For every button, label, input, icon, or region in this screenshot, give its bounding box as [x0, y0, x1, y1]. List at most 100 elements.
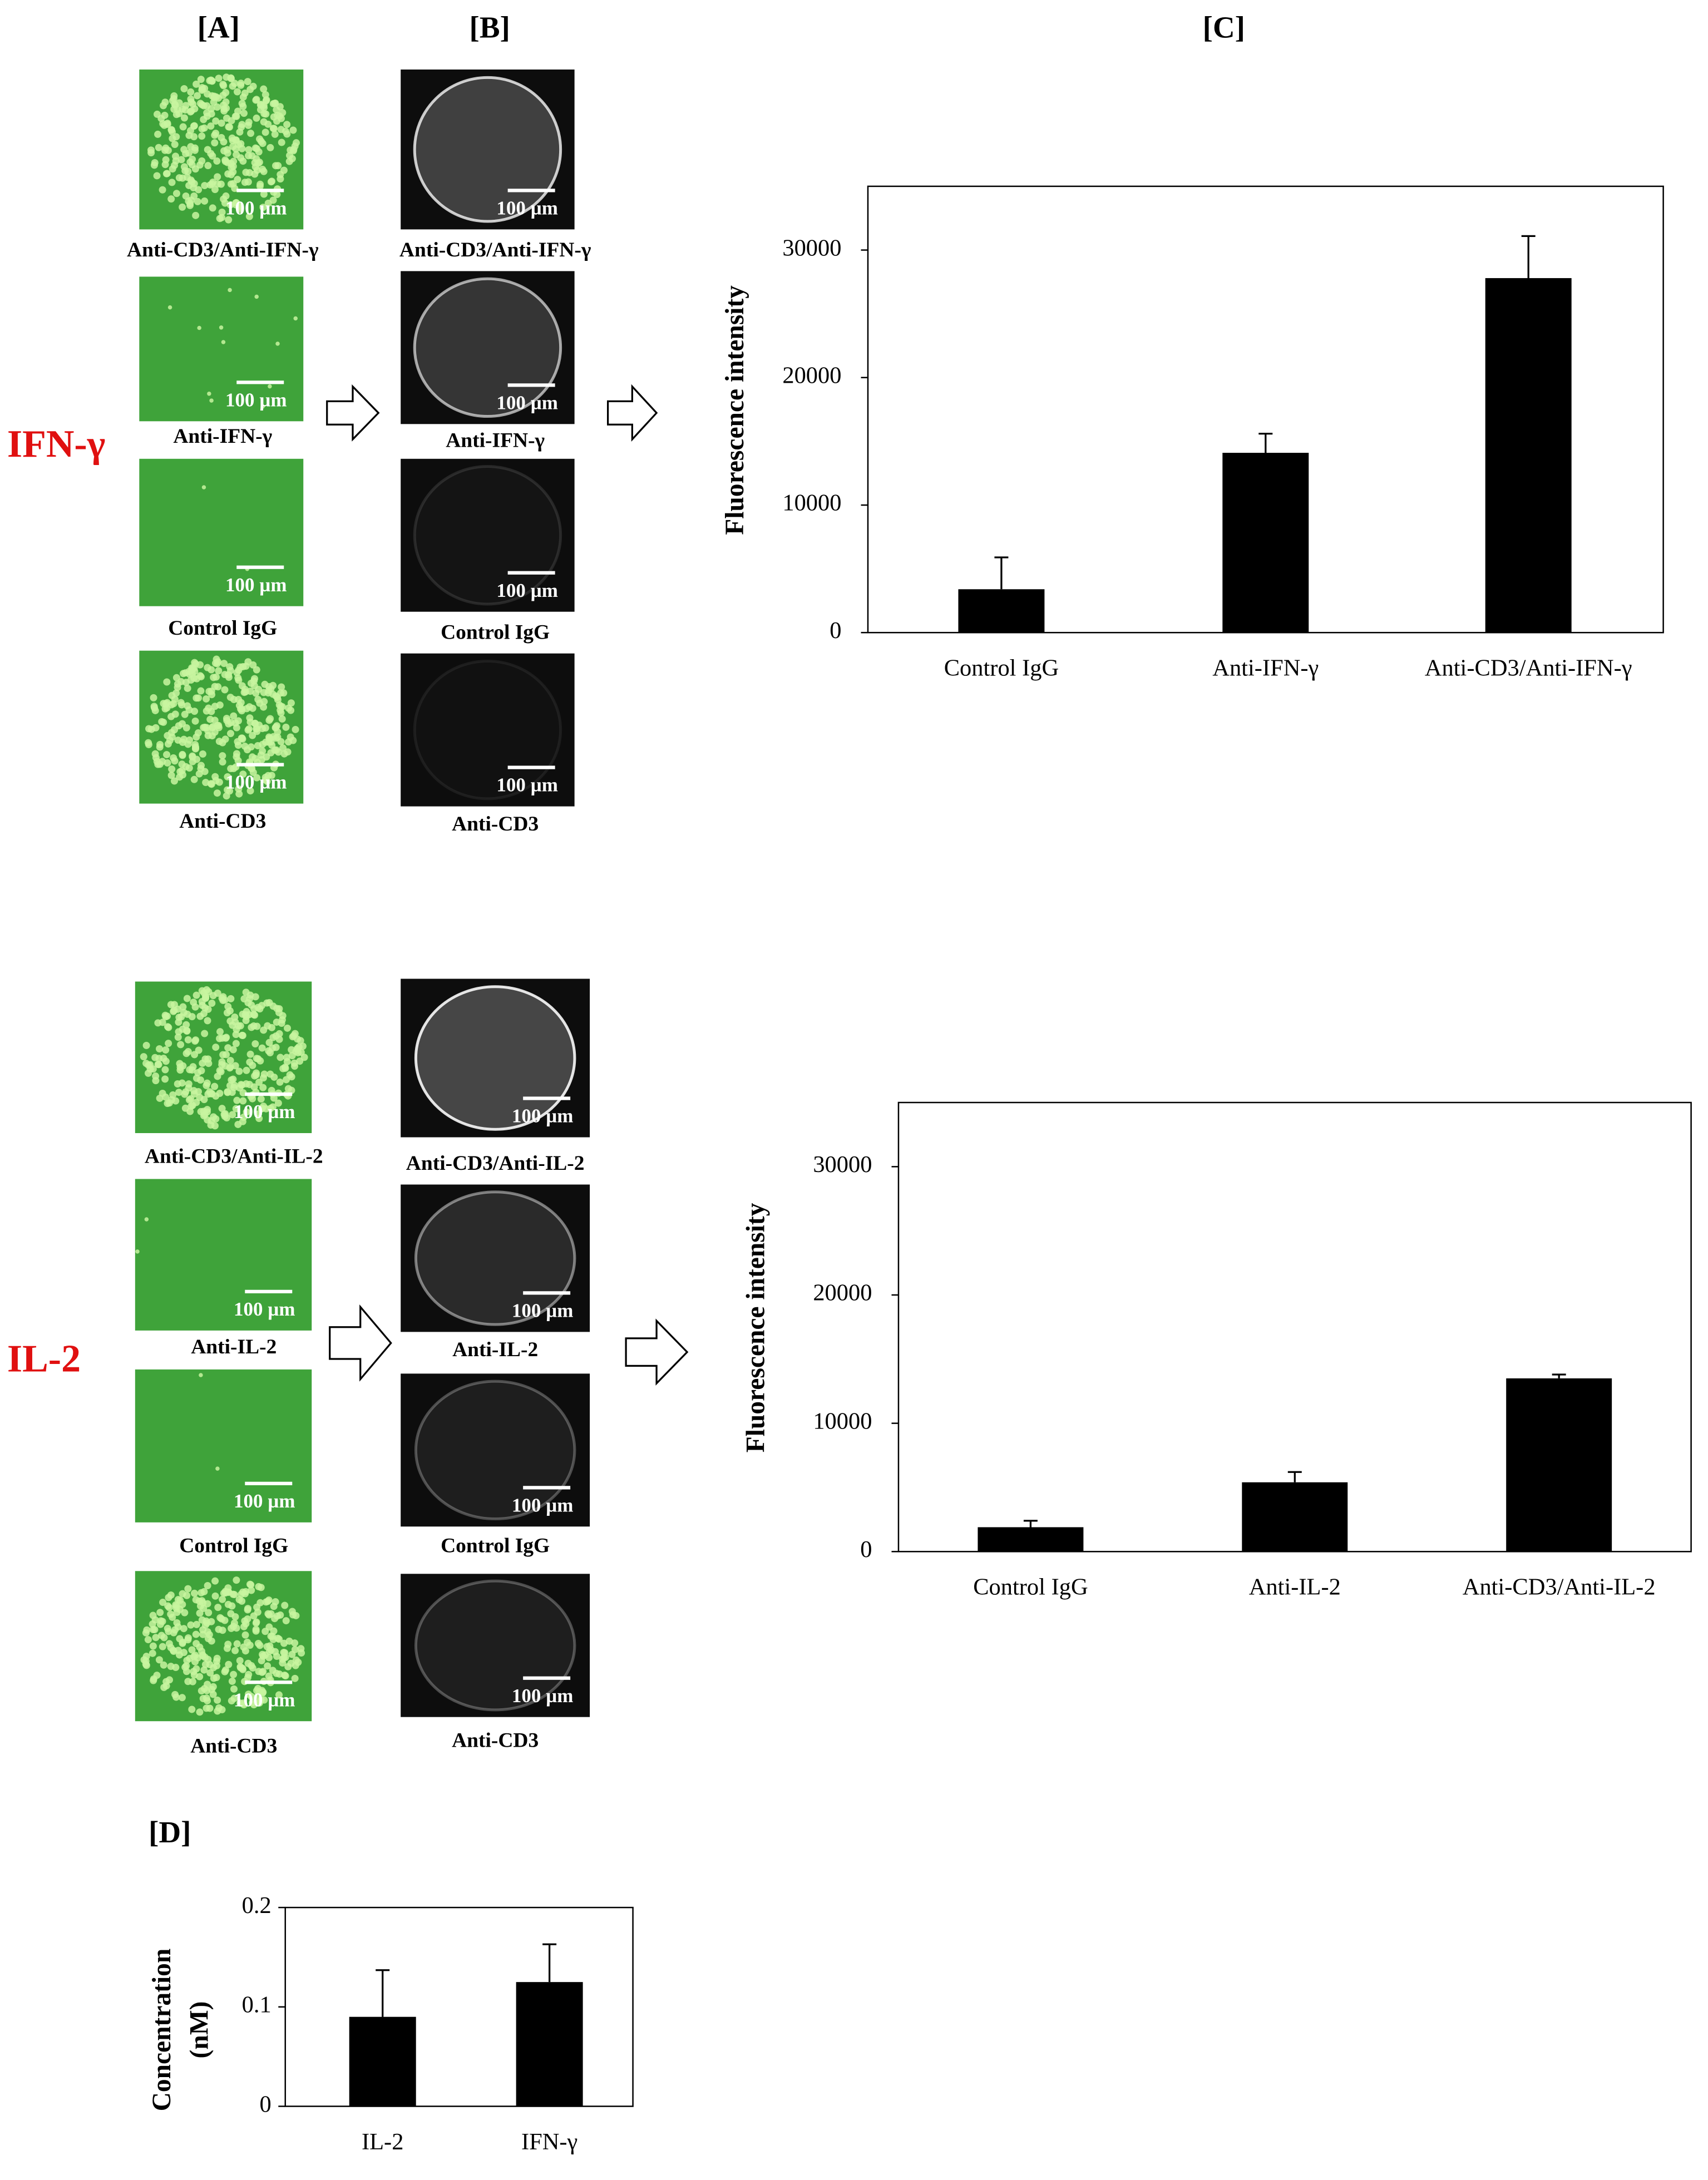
scale-bar-label: 100 µm	[225, 574, 287, 596]
cell-dot	[225, 1660, 233, 1668]
cell-dot	[214, 1707, 221, 1715]
cell-dot	[253, 1618, 260, 1626]
arrow	[329, 1304, 392, 1382]
image-caption: Anti-IL-2	[191, 1336, 277, 1358]
x-tick-label: Anti-CD3/Anti-IFN-γ	[1425, 655, 1632, 681]
tissue-section	[414, 1380, 576, 1521]
cell-dot	[200, 124, 208, 132]
cell-dot	[241, 743, 249, 750]
cell-dot	[271, 130, 279, 138]
image-caption: Control IgG	[441, 1534, 550, 1557]
cell-dot	[237, 140, 245, 147]
cell-dot	[205, 988, 213, 996]
micrograph: 100 µm	[401, 1373, 590, 1527]
cell-dot	[180, 85, 188, 93]
scale-bar-label: 100 µm	[512, 1685, 574, 1707]
cell-dot	[262, 110, 270, 118]
cell-dot	[201, 768, 209, 775]
image-background	[401, 653, 575, 807]
cell-dot	[203, 695, 210, 703]
cell-dot	[279, 1655, 287, 1663]
cell-dot	[209, 1683, 217, 1690]
cell-dot	[259, 165, 266, 173]
cell-dot	[190, 1668, 198, 1675]
cell-dot	[260, 1026, 268, 1034]
cell-dot	[235, 666, 243, 674]
cell-dot	[285, 704, 293, 712]
cell-dot	[259, 140, 266, 147]
cell-dot	[227, 730, 235, 738]
cell-dot	[190, 1589, 198, 1597]
cell-dot	[284, 1085, 292, 1093]
cell-dot	[150, 694, 157, 701]
cell-dot	[255, 1698, 263, 1706]
cell-dot	[253, 96, 260, 103]
cell-dot	[220, 138, 228, 146]
chart-title: [C]	[1203, 11, 1245, 45]
cell-dot	[244, 178, 252, 186]
cell-dot	[194, 1069, 202, 1076]
cell-dot	[187, 88, 195, 96]
cell-dot	[157, 1632, 165, 1639]
cell-dot	[226, 1082, 234, 1090]
cell-dot	[209, 1690, 217, 1698]
cell-dot	[155, 144, 162, 151]
cell-dot	[198, 762, 205, 769]
cell-dot	[266, 1105, 274, 1113]
cell-dot	[270, 125, 278, 132]
cell-dot	[238, 123, 245, 131]
cell-dot	[272, 162, 280, 170]
cell-dot	[167, 713, 175, 720]
cell-dot	[269, 690, 277, 698]
cell-dot	[180, 735, 188, 743]
cell-dot	[171, 1690, 179, 1698]
cell-dot	[280, 750, 288, 758]
cell-dot	[211, 186, 219, 194]
image-caption: Anti-CD3/Anti-IL-2	[406, 1152, 585, 1175]
cell-dot	[291, 1639, 299, 1647]
cell-dot	[198, 1597, 206, 1605]
image-background	[401, 271, 575, 424]
cell-dot	[172, 152, 180, 160]
cell-dot	[226, 1064, 234, 1072]
cell-dot	[241, 90, 249, 97]
cell-dot	[198, 1589, 205, 1596]
image-caption: Anti-IFN-γ	[173, 425, 272, 448]
cell-dot	[215, 75, 223, 82]
cell-dot	[253, 1069, 260, 1077]
cell-dot	[233, 753, 240, 761]
cell-dot	[194, 1088, 202, 1095]
cell-dot	[203, 1079, 211, 1087]
image-caption: Control IgG	[441, 621, 550, 644]
micrograph: 100 µm	[401, 271, 575, 424]
cell-dot	[165, 1024, 172, 1031]
cell-dot	[175, 174, 183, 182]
tissue-section	[414, 985, 576, 1131]
cell-dot	[211, 716, 219, 724]
cell-dot	[277, 689, 285, 697]
cell-dot	[282, 1064, 289, 1072]
cell-dot	[260, 404, 265, 409]
cell-dot	[224, 1044, 232, 1052]
chart-title: [D]	[149, 1815, 191, 1849]
cell-dot	[156, 1045, 164, 1053]
cell-dot	[206, 1704, 214, 1712]
cell-dot	[169, 1647, 177, 1654]
cell-dot	[185, 764, 193, 772]
cell-dot	[188, 1706, 196, 1713]
cell-dot	[192, 660, 200, 668]
cell-dot	[246, 714, 254, 722]
cell-dot	[261, 724, 269, 732]
cell-dot	[172, 1664, 180, 1672]
cell-dot	[257, 751, 265, 759]
micrograph: 100 µm	[135, 981, 312, 1133]
cell-dot	[259, 1688, 267, 1696]
cell-dot	[185, 131, 193, 139]
cell-dot	[162, 144, 170, 152]
cell-dot	[210, 1113, 218, 1121]
cell-dot	[226, 123, 234, 131]
cell-dot	[220, 660, 228, 668]
cell-dot	[172, 674, 180, 681]
cell-dot	[179, 105, 186, 113]
